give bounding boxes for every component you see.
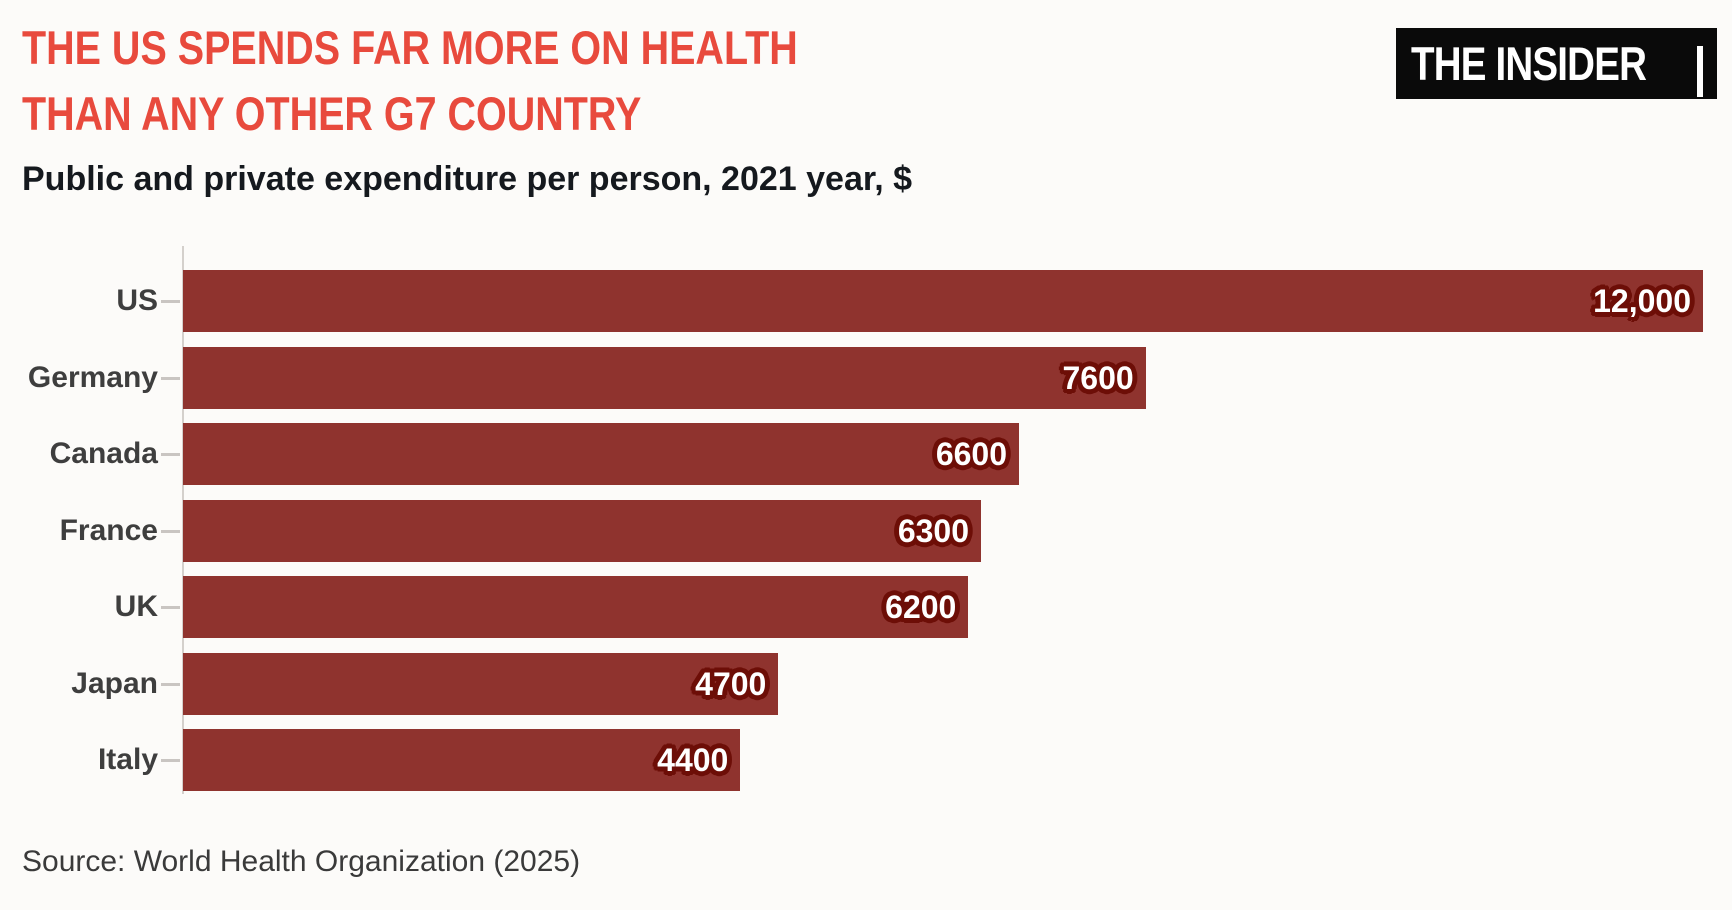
axis-tick bbox=[161, 529, 180, 533]
bar-row: US 12,000 bbox=[0, 270, 1732, 332]
bar: 7600 bbox=[183, 346, 1146, 409]
category-label: UK bbox=[114, 590, 158, 623]
axis-tick bbox=[161, 759, 180, 762]
bar-row: Canada 6600 bbox=[0, 423, 1732, 485]
publisher-logo: THE INSIDER bbox=[1396, 28, 1717, 99]
bar: 6300 bbox=[183, 499, 981, 562]
bar: 6600 bbox=[183, 423, 1019, 485]
bar: 12,000 bbox=[183, 270, 1703, 332]
bar-row: Japan 4700 bbox=[0, 652, 1732, 715]
bar-row: Germany 7600 bbox=[0, 346, 1732, 409]
category-label: US bbox=[116, 284, 158, 317]
value-label: 4700 bbox=[695, 665, 767, 702]
chart-title-line-1: THE US SPENDS FAR MORE ON HEALTH bbox=[22, 21, 798, 74]
bar-track: 7600 bbox=[183, 346, 1703, 409]
logo-cursor-bar-icon bbox=[1697, 46, 1703, 97]
axis-tick bbox=[161, 453, 180, 456]
axis-tick bbox=[161, 376, 180, 380]
bar: 4700 bbox=[183, 652, 779, 715]
bar-row: France 6300 bbox=[0, 499, 1732, 562]
bar: 4400 bbox=[183, 729, 741, 791]
category-label: Italy bbox=[97, 743, 158, 776]
bar-track: 4400 bbox=[183, 729, 1703, 791]
bar: 6200 bbox=[183, 576, 969, 638]
value-label: 6300 bbox=[897, 512, 969, 549]
axis-tick bbox=[161, 300, 180, 303]
bar-row: UK 6200 bbox=[0, 576, 1732, 638]
value-label: 4400 bbox=[657, 742, 729, 778]
chart-subtitle: Public and private expenditure per perso… bbox=[22, 160, 913, 198]
value-label: 12,000 bbox=[1593, 283, 1691, 319]
chart-title-line-2: THAN ANY OTHER G7 COUNTRY bbox=[22, 87, 642, 140]
category-label: Canada bbox=[49, 437, 158, 470]
bar-track: 4700 bbox=[183, 652, 1703, 715]
axis-tick bbox=[161, 606, 180, 609]
bar-row: Italy 4400 bbox=[0, 729, 1732, 791]
value-label: 6600 bbox=[935, 436, 1007, 472]
value-label: 6200 bbox=[885, 589, 957, 625]
bar-track: 12,000 bbox=[183, 270, 1703, 332]
bar-track: 6200 bbox=[183, 576, 1703, 638]
source-note: Source: World Health Organization (2025) bbox=[22, 845, 581, 878]
category-label: Germany bbox=[27, 360, 158, 394]
bar-track: 6600 bbox=[183, 423, 1703, 485]
category-label: Japan bbox=[71, 666, 158, 700]
publisher-logo-text: THE INSIDER bbox=[1411, 37, 1647, 90]
bar-track: 6300 bbox=[183, 499, 1703, 562]
axis-tick bbox=[161, 682, 180, 686]
category-label: France bbox=[59, 513, 158, 547]
value-label: 7600 bbox=[1062, 359, 1134, 396]
